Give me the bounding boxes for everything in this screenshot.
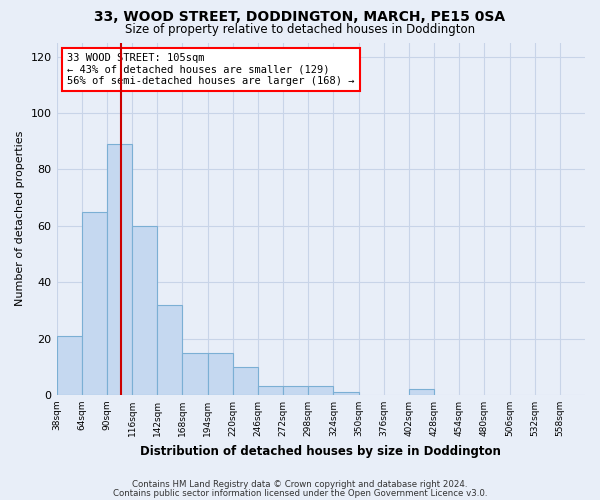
Text: 33 WOOD STREET: 105sqm
← 43% of detached houses are smaller (129)
56% of semi-de: 33 WOOD STREET: 105sqm ← 43% of detached… [67, 53, 355, 86]
Bar [258, 386, 283, 395]
Bar [82, 212, 107, 395]
Bar [157, 304, 182, 395]
Bar [409, 390, 434, 395]
Text: 33, WOOD STREET, DODDINGTON, MARCH, PE15 0SA: 33, WOOD STREET, DODDINGTON, MARCH, PE15… [94, 10, 506, 24]
Bar [308, 386, 334, 395]
Bar [56, 336, 82, 395]
Text: Contains HM Land Registry data © Crown copyright and database right 2024.: Contains HM Land Registry data © Crown c… [132, 480, 468, 489]
Bar [208, 352, 233, 395]
Bar [283, 386, 308, 395]
Bar [132, 226, 157, 395]
Text: Contains public sector information licensed under the Open Government Licence v3: Contains public sector information licen… [113, 488, 487, 498]
Bar [334, 392, 359, 395]
Text: Size of property relative to detached houses in Doddington: Size of property relative to detached ho… [125, 22, 475, 36]
Y-axis label: Number of detached properties: Number of detached properties [15, 131, 25, 306]
X-axis label: Distribution of detached houses by size in Doddington: Distribution of detached houses by size … [140, 444, 501, 458]
Bar [182, 352, 208, 395]
Bar [107, 144, 132, 395]
Bar [233, 366, 258, 395]
